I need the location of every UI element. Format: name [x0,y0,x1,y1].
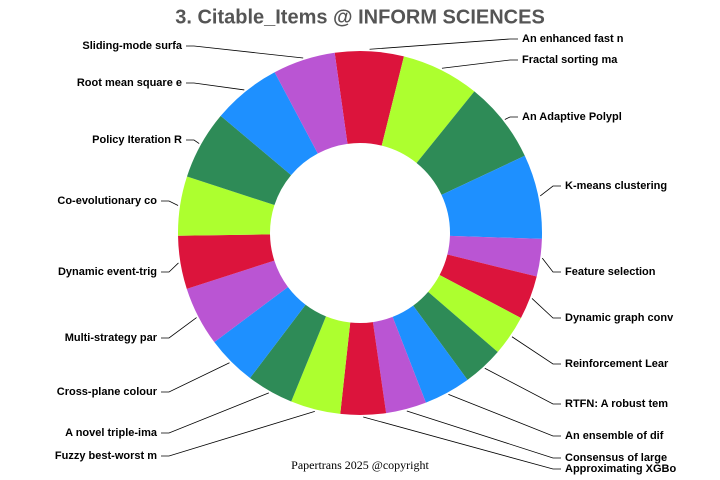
donut-slice [441,155,542,239]
footer: Papertrans 2025 @copyright [291,458,429,472]
leader-line [369,38,518,50]
donut-slice [381,56,475,163]
slice-label: Policy Iteration R [92,134,182,146]
donut-slice [274,52,348,154]
donut-slice [220,72,318,176]
slice-label: A novel triple-ima [65,427,158,439]
leader-line [161,317,197,339]
leader-line [363,416,561,470]
donut-slice [291,316,351,414]
slice-label: Sliding-mode surfa [82,40,183,52]
slice-label: Fuzzy best-worst m [55,450,157,462]
slice-label: Dynamic graph conv [565,312,674,324]
donut-slice [186,260,288,343]
donut-slice [186,115,292,206]
slice-label: Root mean square e [77,77,182,89]
leader-line [531,298,561,319]
slice-label: An Adaptive Polypl [522,111,622,123]
chart-title: 3. Citable_Items @ INFORM SCIENCES [175,6,545,28]
donut-slice [416,91,525,195]
slice-label: K-means clustering [565,180,667,192]
donut-slice [178,176,275,236]
slice-label: Cross-plane colour [57,386,158,398]
donut-slice [428,275,521,352]
donut-slice [214,286,306,378]
leader-line [186,45,304,59]
slice-label: Dynamic event-trig [58,266,157,278]
leader-line [448,393,561,437]
leader-line [406,410,561,459]
leader-line [161,362,230,393]
leader-line [161,262,179,273]
leader-line [186,139,200,144]
leader-line [484,367,561,405]
slice-label: Feature selection [565,266,656,278]
leader-line [539,185,561,197]
slice-label: Fractal sorting ma [522,54,618,66]
donut-slice [439,254,537,318]
leader-line [504,116,518,120]
donut-slice [372,316,426,414]
slice-label: An enhanced fast n [522,33,624,45]
donut-slice [178,234,275,289]
slice-label: An ensemble of dif [565,430,664,442]
leader-line [441,59,518,69]
slice-label: Co-evolutionary co [57,195,157,207]
donut-slice [249,304,326,402]
leader-line [186,82,245,91]
leader-line [161,200,179,206]
slice-label: Reinforcement Lear [565,358,669,370]
slice-label: Consensus of large [565,452,667,464]
slice-label: Approximating XGBo [565,463,677,475]
donut-slice [413,291,498,380]
donut-slice [447,235,542,277]
slice-label: RTFN: A robust tem [565,398,668,410]
slice-label: Multi-strategy par [65,332,158,344]
donut-slice [334,51,404,146]
leader-line [541,257,561,273]
leader-line [511,336,561,365]
donut-slice [392,305,468,403]
leader-line [161,410,315,457]
donut-slice [340,322,387,415]
leader-line [161,392,269,434]
